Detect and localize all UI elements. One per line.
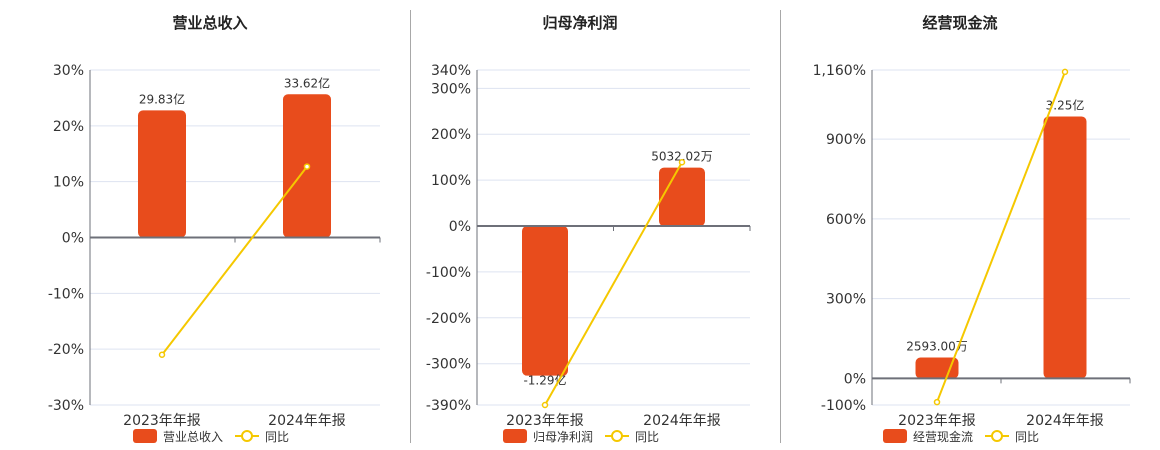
y-tick-label: 900% xyxy=(826,132,866,148)
x-tick-label: 2024年年报 xyxy=(268,413,346,429)
legend-line-label: 同比 xyxy=(635,430,659,444)
legend-line-label: 同比 xyxy=(265,430,289,444)
chart-title: 经营现金流 xyxy=(922,14,997,32)
legend: 营业总收入 同比 xyxy=(133,429,289,444)
y-tick-label: 10% xyxy=(53,175,84,191)
y-tick-label: -20% xyxy=(48,342,84,358)
y-tick-label: 200% xyxy=(431,127,471,143)
chart-3: 经营现金流 1,160% 900% 600% 300% 0% -100% 2593.00万 3.… xyxy=(813,14,1131,444)
y-tick-label: 0% xyxy=(449,219,471,235)
yoy-point xyxy=(158,351,166,358)
bar xyxy=(1043,116,1087,379)
legend-line-marker xyxy=(991,430,1003,442)
y-tick-label: 600% xyxy=(826,212,866,228)
y-tick-label: -390% xyxy=(426,398,471,414)
y-tick-label: 100% xyxy=(431,173,471,189)
x-tick-label: 2023年年报 xyxy=(506,413,584,429)
y-tick-label: 0% xyxy=(62,231,84,247)
y-tick-label: 1,160% xyxy=(813,63,866,79)
y-tick-label: -300% xyxy=(426,357,471,373)
bar-data-label: 2593.00万 xyxy=(906,340,968,354)
legend: 经营现金流 同比 xyxy=(883,429,1039,444)
legend-line-label: 同比 xyxy=(1015,430,1039,444)
y-tick-label: 340% xyxy=(431,63,471,79)
y-tick-label: -100% xyxy=(426,265,471,281)
y-tick-label: -200% xyxy=(426,311,471,327)
y-tick-label: -100% xyxy=(821,398,866,414)
y-tick-label: -30% xyxy=(48,398,84,414)
legend-bar-swatch xyxy=(883,429,907,443)
y-tick-label: -10% xyxy=(48,286,84,302)
y-tick-label: 300% xyxy=(826,292,866,308)
bar-data-label: 33.62亿 xyxy=(284,75,330,90)
yoy-line xyxy=(544,161,683,406)
x-tick-label: 2024年年报 xyxy=(643,413,721,429)
bar xyxy=(138,110,186,238)
chart-1: 营业总收入 30% 20% 10% 0% -10% -20% -30% 29.83亿 33.62亿… xyxy=(48,14,381,444)
x-tick-label: 2023年年报 xyxy=(898,413,976,429)
legend-bar-swatch xyxy=(133,429,157,443)
yoy-point xyxy=(303,163,311,170)
yoy-point xyxy=(678,158,686,166)
bar xyxy=(522,226,568,376)
divider-1 xyxy=(410,10,411,443)
bar xyxy=(659,167,705,227)
legend-bar-label: 归母净利润 xyxy=(533,430,593,444)
yoy-point xyxy=(541,401,549,409)
chart-title: 归母净利润 xyxy=(542,14,617,32)
bar-data-label: 5032.02万 xyxy=(651,150,713,164)
legend-line-marker xyxy=(241,430,253,442)
bar-data-label: 29.83亿 xyxy=(139,91,185,106)
yoy-line xyxy=(936,71,1066,403)
legend-bar-label: 经营现金流 xyxy=(913,429,973,444)
legend-bar-swatch xyxy=(503,429,527,443)
legend-bar-label: 营业总收入 xyxy=(163,430,223,444)
y-tick-label: 300% xyxy=(431,81,471,97)
yoy-point xyxy=(933,398,941,406)
x-tick-label: 2024年年报 xyxy=(1026,413,1104,429)
x-tick-label: 2023年年报 xyxy=(123,413,201,429)
bar-data-label: 3.25亿 xyxy=(1046,97,1085,112)
chart-title: 营业总收入 xyxy=(172,14,247,32)
divider-2 xyxy=(780,10,781,443)
yoy-point xyxy=(1061,68,1069,76)
y-tick-label: 30% xyxy=(53,63,84,79)
legend: 归母净利润 同比 xyxy=(503,429,659,444)
chart-2: 归母净利润 340% 300% 200% 100% 0% -100% -200% -300% -3… xyxy=(426,14,751,444)
legend-line-marker xyxy=(611,430,623,442)
y-tick-label: 0% xyxy=(844,371,866,387)
y-tick-label: 20% xyxy=(53,119,84,135)
yoy-line xyxy=(161,165,308,356)
